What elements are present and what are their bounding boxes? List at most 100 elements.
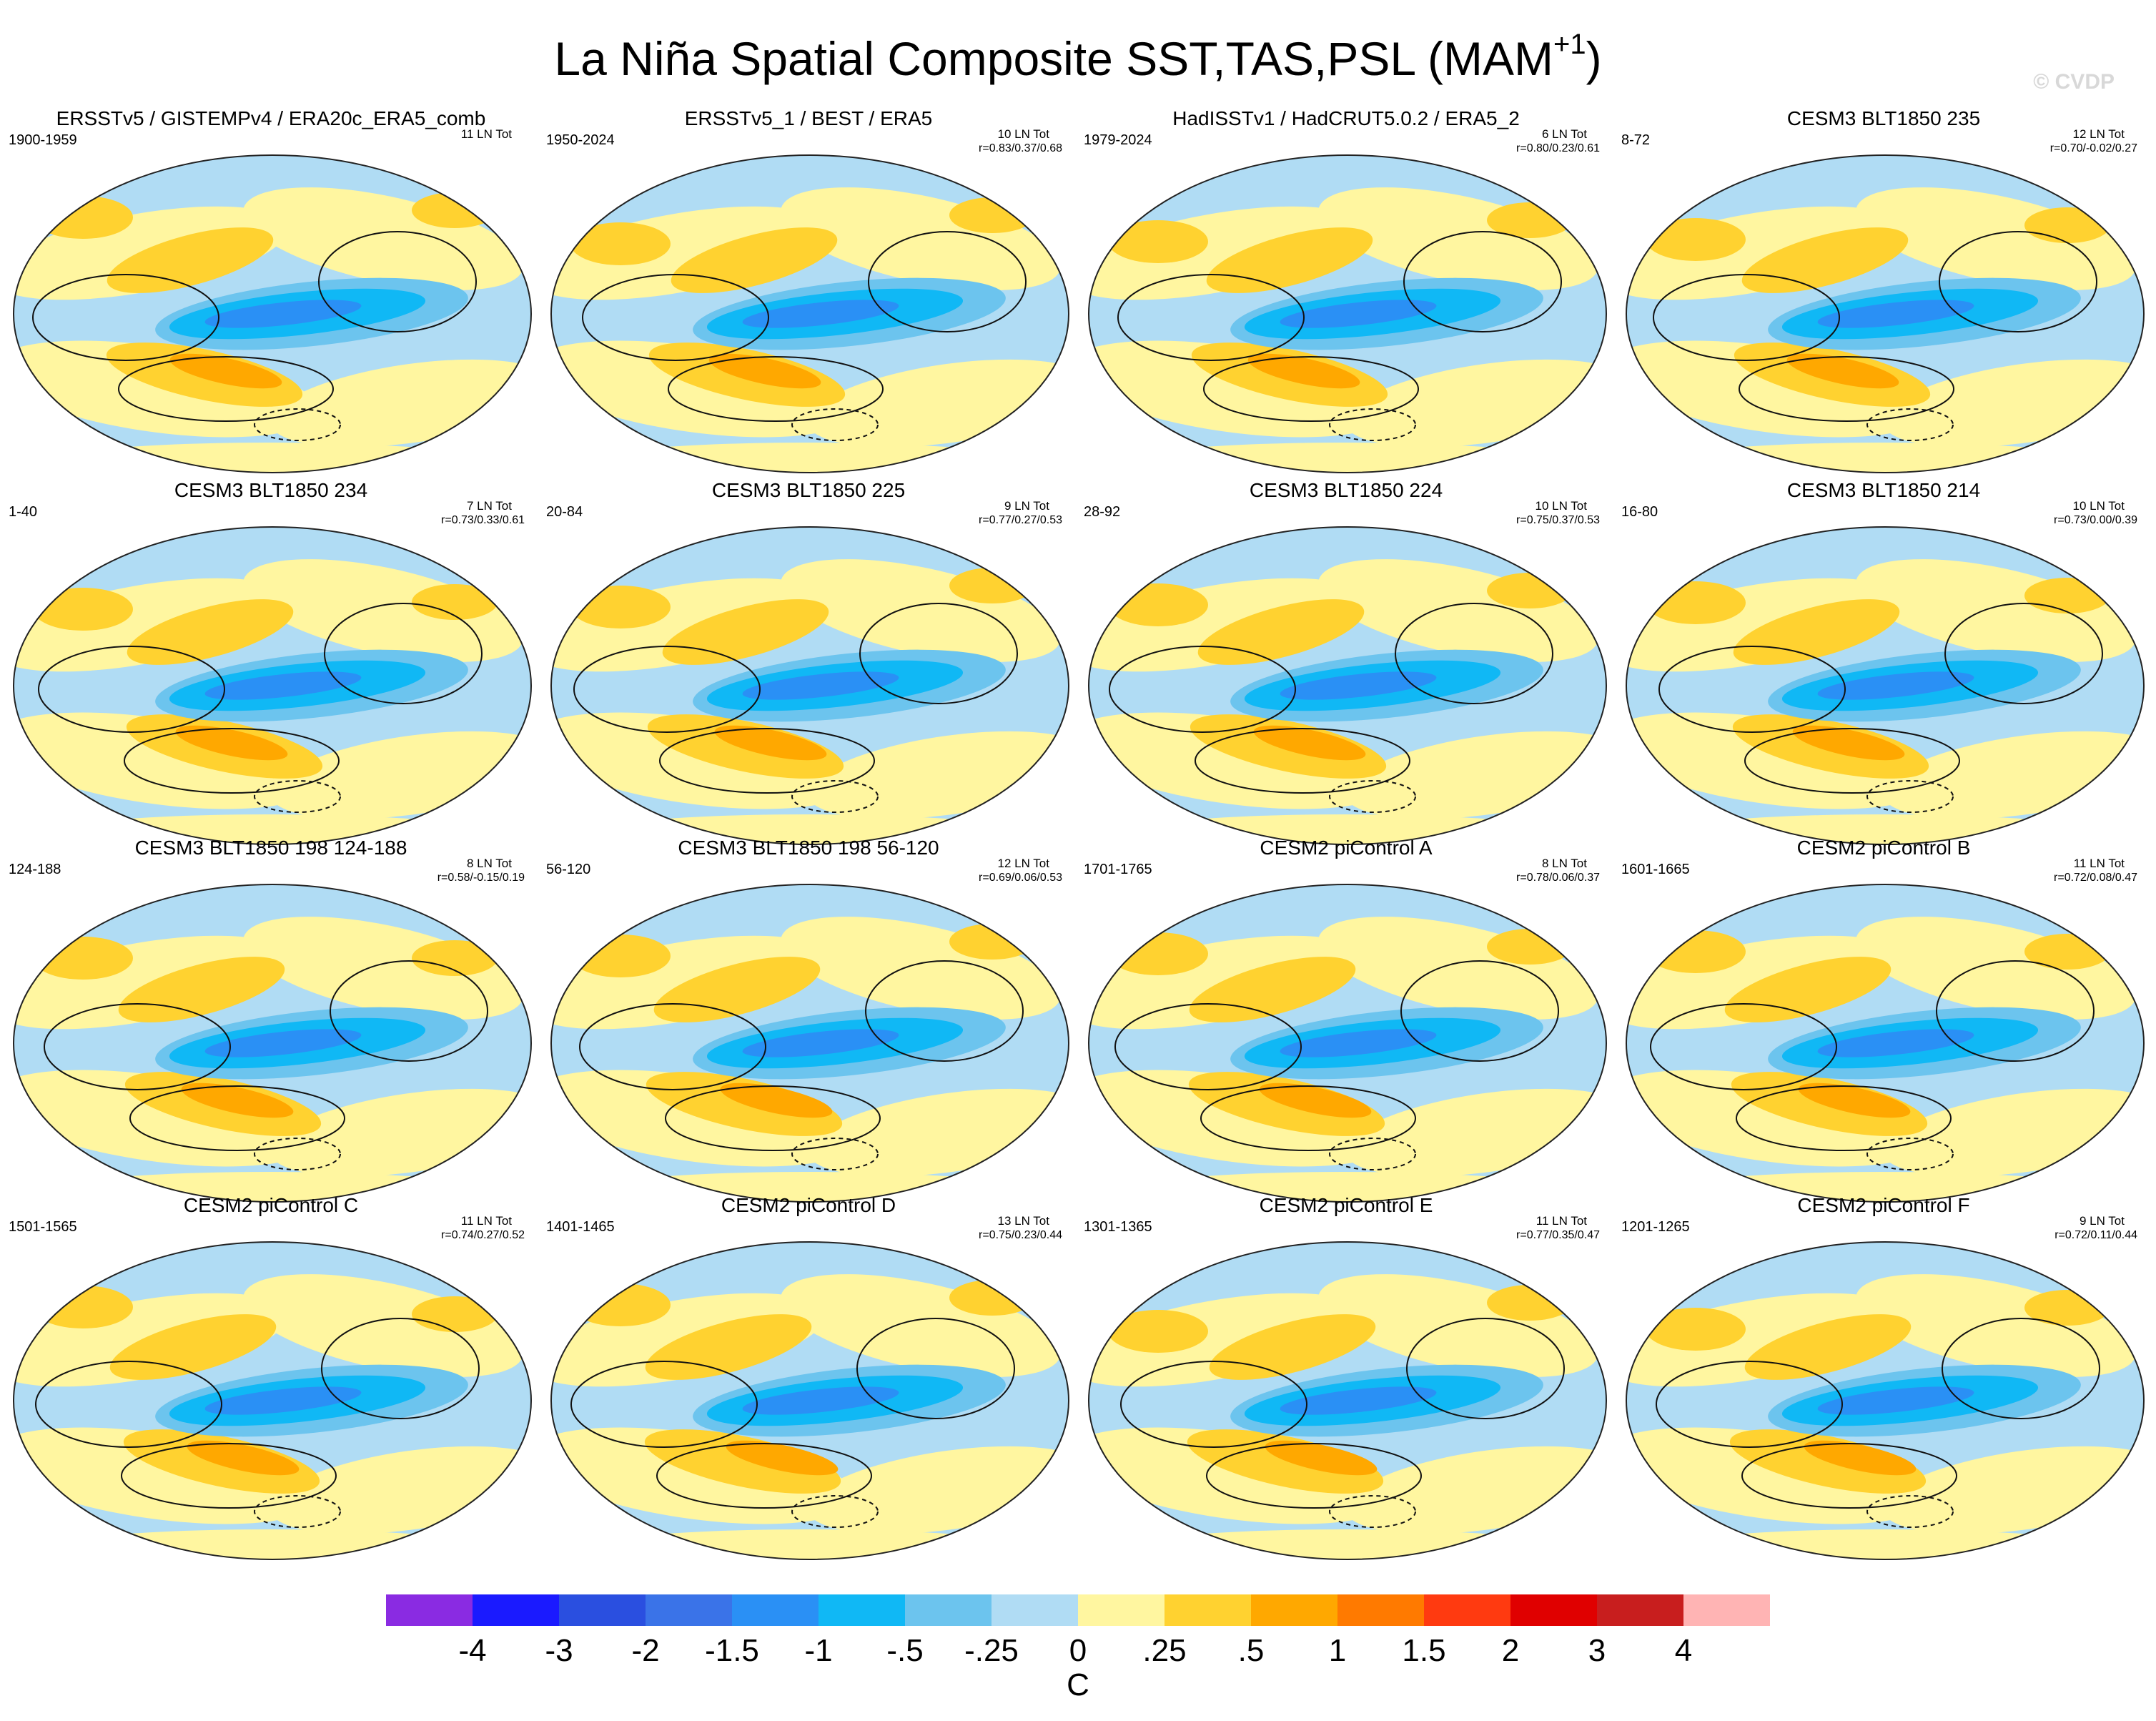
anomaly-region xyxy=(33,588,133,631)
panel-title: CESM2 piControl B xyxy=(1796,837,1971,859)
map-panel: CESM2 piControl C 1501-1565 11 LN Tot r=0.7… xyxy=(3,1193,539,1564)
anomaly-region xyxy=(780,187,1062,290)
anomaly-region xyxy=(1733,599,1900,665)
psl-contour xyxy=(121,1443,337,1509)
psl-negative-contour xyxy=(254,1138,341,1170)
psl-contour xyxy=(1939,231,2097,332)
anomaly-region xyxy=(1280,671,1437,700)
anomaly-region xyxy=(1855,917,2137,1020)
anomaly-region xyxy=(204,300,362,328)
colorbar-segment xyxy=(646,1594,732,1626)
colorbar-labels: -4 -3 -2 -1.5 -1 -.5 -.25 0 .25 .5 1 1.5 2 3 4 xyxy=(386,1633,1770,1669)
anomaly-region xyxy=(742,300,899,328)
anomaly-region xyxy=(242,917,524,1020)
psl-contour xyxy=(118,356,334,422)
panel-pattern-correlation: r=0.72/0.11/0.44 xyxy=(2054,1229,2137,1241)
anomaly-region xyxy=(1626,578,1902,672)
colorbar-segment xyxy=(1424,1594,1510,1626)
anomaly-region xyxy=(204,671,362,700)
psl-contour xyxy=(1650,1003,1837,1090)
map-panel: CESM3 BLT1850 198 124-188 124-188 8 LN Tot… xyxy=(3,835,539,1207)
psl-contour xyxy=(1658,646,1846,733)
psl-negative-contour xyxy=(254,1495,341,1528)
panel-pattern-correlation: r=0.78/0.06/0.37 xyxy=(1516,872,1600,884)
anomaly-region xyxy=(33,196,133,239)
world-map xyxy=(1626,1241,2145,1560)
panel-title: CESM3 BLT1850 234 xyxy=(174,479,368,501)
psl-contour xyxy=(44,1003,231,1090)
psl-contour xyxy=(573,646,761,733)
anomaly-region xyxy=(1792,725,1905,761)
anomaly-region xyxy=(780,559,1062,662)
anomaly-region xyxy=(1817,300,1974,328)
map-panel: CESM3 BLT1850 234 1-40 7 LN Tot r=0.73/0.33… xyxy=(3,478,539,849)
panel-pattern-correlation: r=0.69/0.06/0.53 xyxy=(979,872,1062,884)
anomaly-region xyxy=(720,1083,833,1118)
anomaly-region xyxy=(1855,559,2137,662)
world-map xyxy=(13,884,532,1203)
anomaly-region xyxy=(1206,227,1373,293)
anomaly-region xyxy=(1817,1386,1974,1415)
anomaly-region xyxy=(1626,206,1902,300)
psl-contour xyxy=(1406,1318,1565,1419)
psl-contour xyxy=(668,356,884,422)
panel-title: CESM2 piControl A xyxy=(1260,837,1433,859)
panel-pattern-correlation: r=0.70/-0.02/0.27 xyxy=(2049,142,2137,154)
psl-contour xyxy=(1744,728,1960,794)
anomaly-region xyxy=(653,957,821,1022)
anomaly-region xyxy=(181,1083,294,1118)
anomaly-region xyxy=(1108,932,1208,975)
colorbar-tick-label: -3 xyxy=(545,1633,573,1668)
world-map xyxy=(1626,884,2145,1203)
psl-contour xyxy=(656,1443,872,1509)
map-border xyxy=(1626,884,2145,1203)
panel-event-count: 6 LN Tot xyxy=(1541,127,1587,141)
map-panel: CESM2 piControl F 1201-1265 9 LN Tot r=0.72… xyxy=(1616,1193,2152,1564)
psl-contour xyxy=(1120,1361,1307,1448)
anomaly-region xyxy=(1317,187,1599,290)
anomaly-region xyxy=(1265,1440,1378,1476)
panel-pattern-correlation: r=0.74/0.27/0.52 xyxy=(441,1229,525,1241)
anomaly-region xyxy=(1855,187,2137,290)
psl-contour xyxy=(659,728,875,794)
anomaly-region xyxy=(2024,1290,2110,1326)
panel-title: CESM3 BLT1850 235 xyxy=(1786,107,1981,129)
map-panel: ERSSTv5_1 / BEST / ERA5 1950-2024 10 LN To… xyxy=(540,106,1077,478)
anomaly-region xyxy=(1259,1083,1372,1118)
anomaly-region xyxy=(412,1296,498,1332)
anomaly-region xyxy=(1487,929,1573,965)
colorbar-segment xyxy=(1510,1594,1597,1626)
panel-title: CESM3 BLT1850 198 56-120 xyxy=(678,837,939,859)
panel-pattern-correlation: r=0.75/0.23/0.44 xyxy=(979,1229,1062,1241)
world-map xyxy=(1088,526,1607,845)
anomaly-region xyxy=(1280,1386,1437,1415)
psl-contour xyxy=(1741,1443,1957,1509)
panel-years: 1950-2024 xyxy=(546,132,615,148)
colorbar-tick-label: .25 xyxy=(1142,1633,1187,1668)
colorbar-segment xyxy=(992,1594,1078,1626)
colorbar-segment xyxy=(473,1594,559,1626)
anomaly-region xyxy=(949,197,1035,233)
anomaly-region xyxy=(127,599,294,665)
world-map xyxy=(1626,154,2145,473)
panel-event-count: 11 LN Tot xyxy=(1536,1214,1587,1228)
colorbar-segment xyxy=(1597,1594,1683,1626)
map-border xyxy=(13,1241,532,1560)
anomaly-region xyxy=(1798,1083,1911,1118)
panel-years: 124-188 xyxy=(9,862,61,877)
colorbar-segment xyxy=(732,1594,819,1626)
panel-years: 1-40 xyxy=(9,504,38,520)
world-map xyxy=(550,154,1069,473)
panel-title: CESM3 BLT1850 198 124-188 xyxy=(134,837,407,859)
anomaly-region xyxy=(1280,1029,1437,1057)
map-panel: CESM2 piControl D 1401-1465 13 LN Tot r=0.7… xyxy=(540,1193,1077,1564)
colorbar-tick-label: 3 xyxy=(1588,1633,1606,1668)
panel-title: CESM3 BLT1850 224 xyxy=(1249,479,1443,501)
anomaly-region xyxy=(2024,207,2110,243)
psl-contour xyxy=(324,603,483,704)
panel-years: 1701-1765 xyxy=(1084,862,1152,877)
panel-years: 1401-1465 xyxy=(546,1219,615,1235)
psl-negative-contour xyxy=(791,1138,879,1170)
map-panel: CESM3 BLT1850 214 16-80 10 LN Tot r=0.73/0.… xyxy=(1616,478,2152,849)
anomaly-region xyxy=(1089,206,1364,300)
